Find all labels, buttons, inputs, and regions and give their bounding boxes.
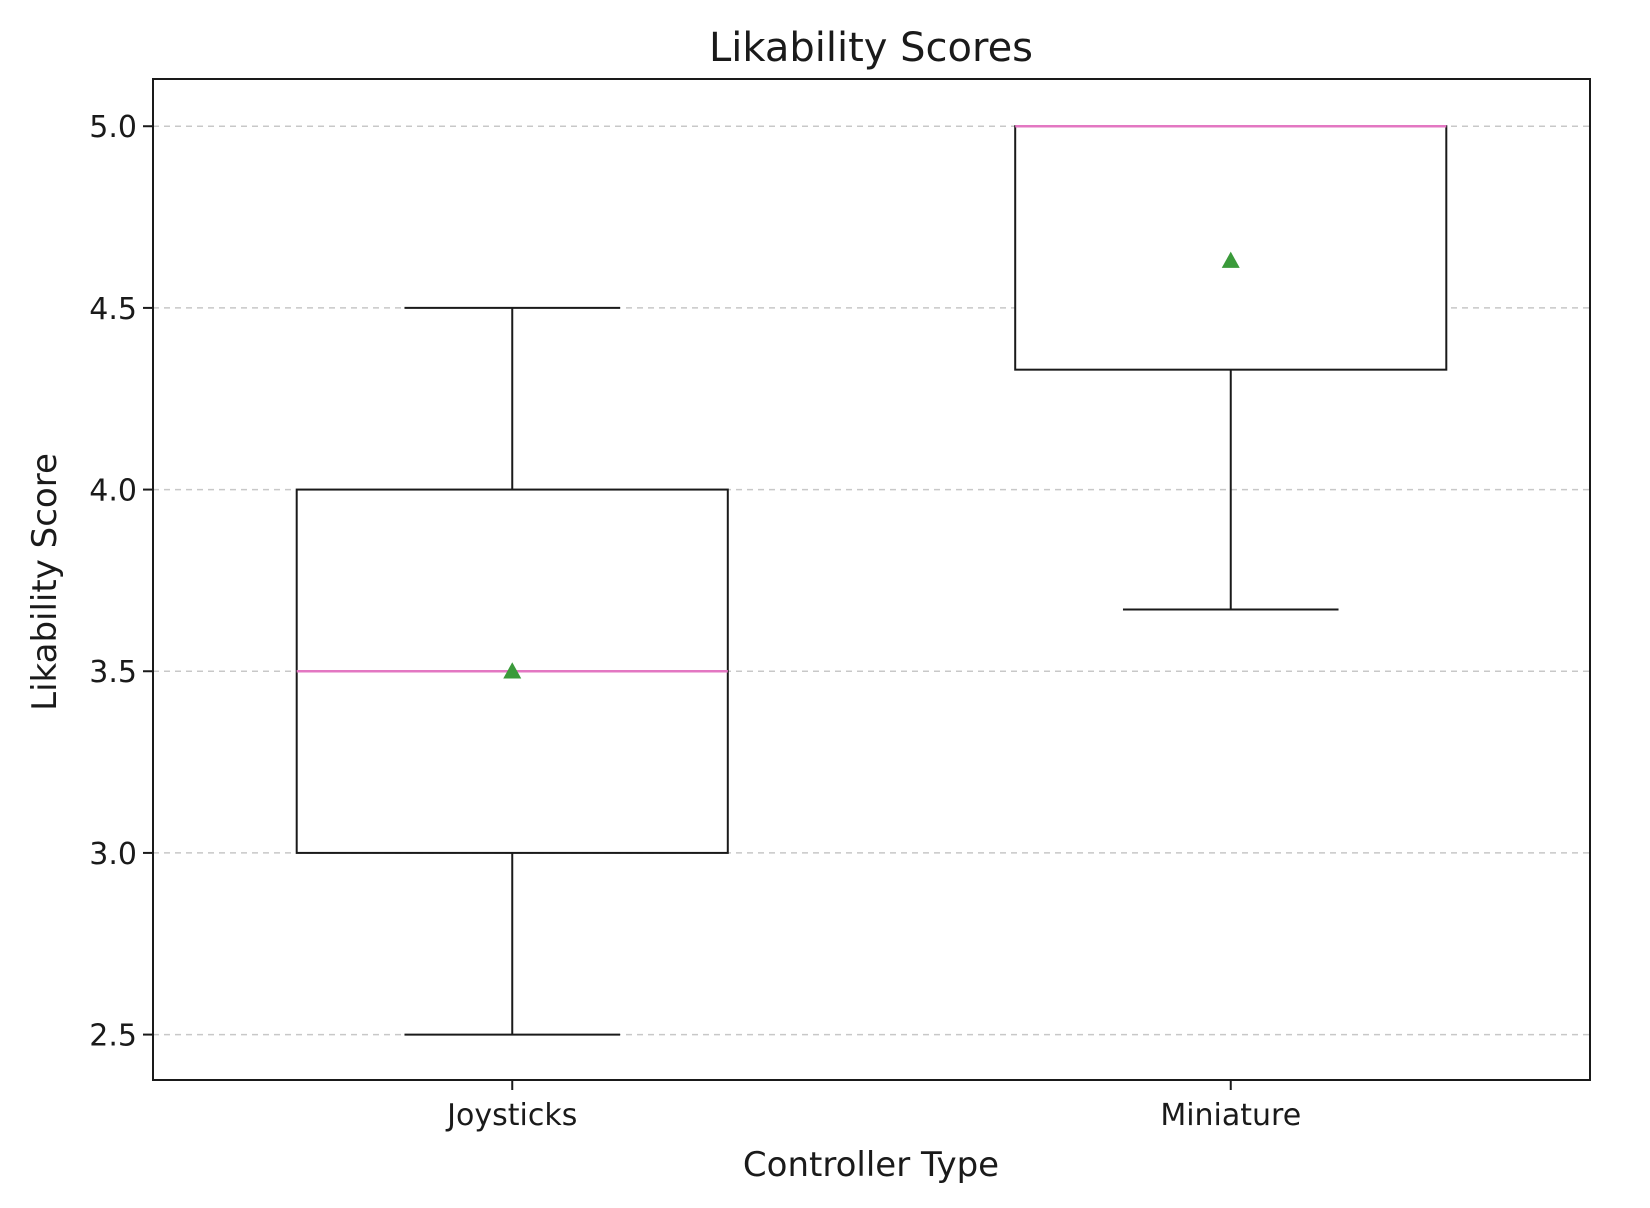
x-axis-ticks: Joysticks Miniature — [445, 1080, 1301, 1133]
y-axis-label: Likability Score — [25, 453, 65, 711]
mean-marker — [1221, 251, 1240, 268]
plot-frame — [152, 78, 1591, 1081]
y-tick-label: 4.0 — [89, 474, 137, 509]
x-axis-label: Controller Type — [743, 1145, 999, 1185]
y-axis-ticks: 2.5 3.0 3.5 4.0 4.5 5.0 — [89, 110, 153, 1054]
y-tick-label: 3.5 — [89, 655, 137, 690]
x-tick-label: Miniature — [1160, 1098, 1301, 1133]
y-tick-label: 2.5 — [89, 1019, 137, 1054]
y-tick-label: 5.0 — [89, 110, 137, 145]
box-miniature — [1014, 124, 1448, 611]
y-tick-label: 4.5 — [89, 292, 137, 327]
iqr-box — [1014, 125, 1448, 371]
grid-lines — [153, 125, 1590, 1036]
box-joysticks — [295, 306, 729, 1036]
chart-title: Likability Scores — [709, 25, 1033, 71]
box-plots — [295, 124, 1448, 1036]
x-tick-label: Joysticks — [445, 1098, 577, 1133]
y-tick-label: 3.0 — [89, 837, 137, 872]
mean-marker — [503, 662, 522, 679]
